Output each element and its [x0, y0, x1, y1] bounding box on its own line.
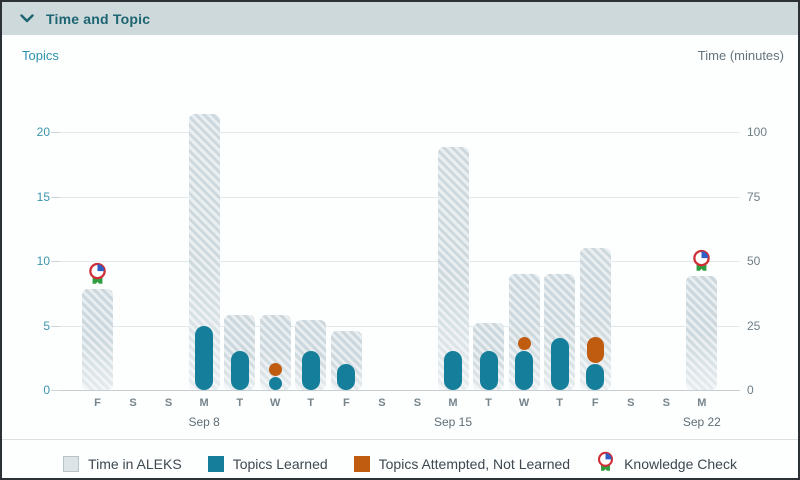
topics-learned-bar[interactable]	[515, 351, 534, 390]
time-in-aleks-bar[interactable]	[686, 276, 718, 390]
time-in-aleks-bar[interactable]	[82, 289, 113, 390]
legend-label: Topics Learned	[232, 456, 328, 472]
right-axis-tick-label: 100	[747, 125, 768, 139]
left-tick	[51, 132, 60, 133]
x-axis-day-label: W	[518, 397, 530, 409]
legend-item-topics-learned: Topics Learned	[207, 456, 328, 472]
topics-learned-bar[interactable]	[230, 351, 249, 390]
panel-header[interactable]: Time and Topic	[2, 2, 798, 35]
time-in-aleks-bar[interactable]	[437, 147, 469, 390]
topics-learned-bar[interactable]	[550, 338, 569, 390]
legend-separator	[2, 439, 798, 440]
x-axis-date-label: Sep 22	[682, 415, 721, 429]
topics-attempted-bar[interactable]	[586, 337, 604, 364]
x-axis-date-label: Sep 8	[188, 415, 220, 429]
left-tick	[51, 261, 60, 262]
topics-learned-bar[interactable]	[444, 351, 462, 390]
knowledge-check-icon	[596, 451, 615, 477]
x-axis-day-label: S	[378, 397, 386, 409]
x-axis-day-label: S	[129, 397, 137, 409]
x-axis-day-label: F	[94, 397, 101, 409]
x-axis-day-label: S	[413, 397, 422, 409]
x-axis-day-label: S	[627, 397, 635, 409]
left-axis-tick-label: 5	[43, 318, 50, 333]
legend-label: Topics Attempted, Not Learned	[378, 456, 571, 472]
x-axis-day-label: T	[307, 397, 315, 409]
left-tick	[51, 390, 60, 391]
legend-item-topics-attempted: Topics Attempted, Not Learned	[353, 456, 571, 472]
x-axis-day-label: T	[485, 397, 492, 409]
topics-attempted-bar[interactable]	[268, 363, 282, 376]
topics-learned-bar[interactable]	[268, 377, 282, 390]
collapse-chevron-icon[interactable]	[20, 14, 34, 23]
topics-learned-bar[interactable]	[195, 325, 214, 390]
legend-item-time-in-aleks: Time in ALEKS	[63, 456, 182, 472]
knowledge-check-icon[interactable]	[87, 262, 109, 286]
topics-learned-bar[interactable]	[301, 351, 320, 390]
right-axis-title: Time (minutes)	[697, 48, 784, 63]
gridline	[60, 132, 740, 133]
right-axis-tick-label: 0	[747, 383, 754, 397]
gridline	[60, 325, 740, 327]
knowledge-check-icon[interactable]	[691, 249, 713, 273]
topics-learned-bar[interactable]	[479, 351, 498, 390]
left-axis-tick-label: 20	[36, 125, 50, 139]
left-tick	[51, 325, 60, 327]
x-axis-day-label: W	[270, 397, 281, 409]
topics-learned-bar[interactable]	[337, 364, 356, 390]
legend-item-knowledge-check: Knowledge Check	[596, 451, 737, 477]
panel-title: Time and Topic	[46, 10, 151, 27]
gridline	[60, 196, 740, 198]
legend-label: Time in ALEKS	[88, 456, 182, 472]
x-axis-day-label: T	[556, 397, 563, 409]
right-axis-tick-label: 50	[747, 254, 761, 268]
topics-learned-bar[interactable]	[586, 364, 605, 390]
x-axis-day-label: S	[164, 397, 173, 409]
x-axis-day-label: T	[236, 397, 244, 409]
topics-learned-swatch	[207, 456, 224, 472]
x-axis-day-label: S	[662, 397, 670, 409]
legend-label: Knowledge Check	[624, 456, 737, 472]
x-axis-day-label: M	[697, 397, 707, 409]
gridline	[60, 390, 740, 391]
x-axis-day-label: F	[342, 397, 350, 409]
x-axis-day-label: F	[591, 397, 599, 409]
time-in-aleks-swatch	[63, 456, 80, 472]
left-axis-tick-label: 15	[36, 189, 50, 204]
left-axis-tick-label: 0	[43, 383, 50, 397]
x-axis-day-label: M	[199, 397, 209, 409]
x-axis-date-label: Sep 15	[433, 415, 473, 429]
left-axis-tick-label: 10	[36, 254, 50, 268]
left-axis-title: Topics	[22, 48, 59, 63]
left-tick	[51, 196, 60, 198]
right-axis-tick-label: 25	[747, 318, 761, 333]
x-axis-day-label: M	[448, 397, 458, 409]
legend: Time in ALEKS Topics Learned Topics Atte…	[2, 451, 798, 477]
topics-attempted-swatch	[353, 456, 370, 472]
right-axis-tick-label: 75	[747, 189, 761, 204]
gridline	[60, 261, 740, 262]
topics-attempted-bar[interactable]	[517, 337, 531, 351]
